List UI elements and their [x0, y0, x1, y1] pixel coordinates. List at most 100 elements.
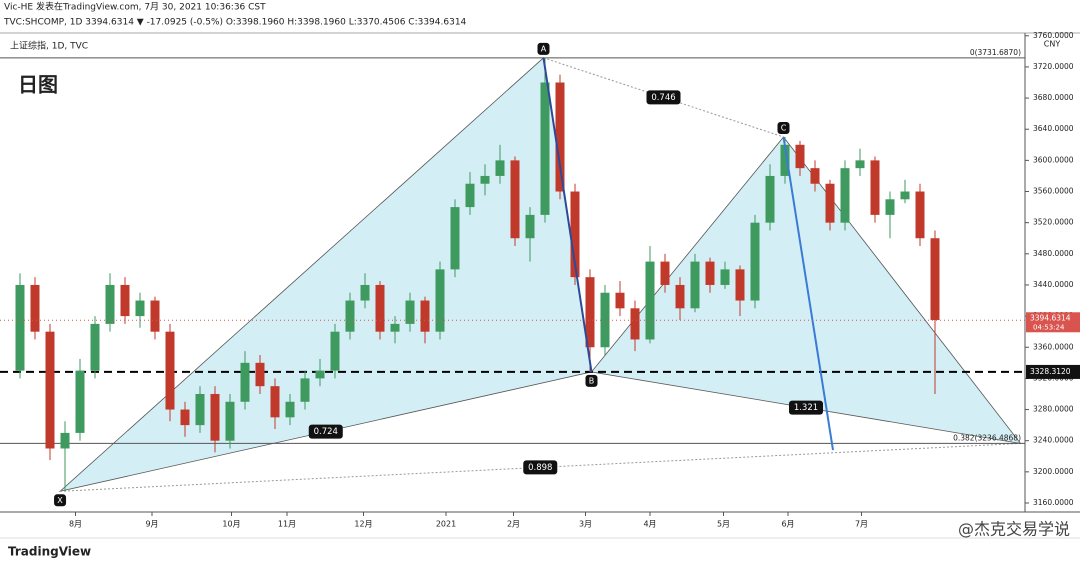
- y-tick-label: 3640.0000: [1033, 124, 1074, 133]
- candle-body: [540, 82, 550, 215]
- ohlc-line: TVC:SHCOMP, 1D 3394.6314 ▼ -17.0925 (-0.…: [3, 18, 467, 28]
- y-tick-label: 3440.0000: [1033, 280, 1074, 289]
- candle-body: [570, 191, 580, 278]
- ratio-badge: [523, 460, 558, 475]
- point-label: X: [57, 496, 63, 505]
- candle-body: [435, 269, 445, 332]
- candle-body: [375, 284, 385, 332]
- candle-body: [345, 300, 355, 332]
- candle-body: [330, 331, 340, 371]
- level-label: 0.382(3236.4868): [953, 433, 1021, 442]
- countdown: 04:53:24: [1033, 323, 1065, 331]
- x-tick-label: 4月: [643, 520, 656, 529]
- ratio-label: 0.724: [314, 427, 338, 437]
- x-tick-label: 12月: [354, 520, 372, 529]
- candle-body: [810, 168, 820, 184]
- candle-body: [105, 284, 115, 324]
- x-tick-label: 3月: [579, 520, 592, 529]
- candle-body: [660, 261, 670, 285]
- candle-body: [480, 175, 490, 184]
- ratio-badge: [788, 400, 823, 415]
- candle-body: [885, 199, 895, 215]
- candle-body: [150, 300, 160, 332]
- x-tick-label: 5月: [717, 520, 730, 529]
- candle-body: [390, 323, 400, 332]
- candle-body: [465, 183, 475, 208]
- point-badge: [54, 494, 67, 507]
- candle-body: [675, 284, 685, 309]
- candle-body: [825, 183, 835, 223]
- y-tick-label: 3560.0000: [1033, 187, 1074, 196]
- ratio-label: 0.746: [651, 93, 675, 103]
- candle-body: [195, 393, 205, 426]
- projection-line: [782, 136, 834, 451]
- x-tick-label: 9月: [145, 520, 158, 529]
- x-tick-label: 10月: [222, 520, 240, 529]
- candle-body: [705, 261, 715, 285]
- point-badge: [777, 122, 790, 135]
- candle-body: [405, 300, 415, 324]
- candle-body: [645, 261, 655, 340]
- x-tick-label: 2月: [507, 520, 520, 529]
- candle-body: [135, 300, 145, 317]
- y-tick-label: 3280.0000: [1033, 405, 1074, 414]
- candle-body: [255, 362, 265, 387]
- y-tick-label: 3760.0000: [1033, 31, 1074, 40]
- candle-body: [585, 277, 595, 348]
- candle-body: [165, 331, 175, 410]
- candle-body: [300, 378, 310, 402]
- candle-body: [90, 323, 100, 371]
- candle-body: [525, 214, 535, 239]
- ratio-badge: [308, 424, 343, 439]
- candle-body: [840, 168, 850, 223]
- candle-body: [795, 144, 805, 169]
- symbol-subtitle: 上证综指, 1D, TVC: [10, 40, 88, 52]
- projection-line: [542, 57, 593, 373]
- candle-body: [765, 175, 775, 223]
- candle-body: [450, 207, 460, 270]
- brand: TradingView: [8, 545, 91, 559]
- candle-body: [735, 269, 745, 301]
- candle-body: [120, 284, 130, 317]
- candle-body: [30, 284, 40, 332]
- point-badge: [585, 374, 598, 387]
- candle-body: [210, 393, 220, 441]
- point-badge: [537, 42, 550, 55]
- publisher: Vic-HE 发表在TradingView.com, 7月 30, 2021 1…: [4, 1, 266, 13]
- y-tick-label: 3600.0000: [1033, 155, 1074, 164]
- y-tick-label: 3520.0000: [1033, 218, 1074, 227]
- point-label: A: [541, 44, 547, 53]
- candle-body: [720, 269, 730, 285]
- candle-body: [495, 160, 505, 176]
- candle-body: [180, 409, 190, 426]
- x-tick-label: 11月: [278, 520, 296, 529]
- last-price-tag: [1026, 312, 1080, 333]
- x-tick-label: 2021: [436, 520, 456, 529]
- candle-body: [240, 362, 250, 402]
- x-tick-label: 7月: [855, 520, 868, 529]
- candle-body: [510, 160, 520, 239]
- candle-body: [900, 191, 910, 200]
- chart-title: 日图: [18, 73, 58, 97]
- candle-body: [630, 308, 640, 340]
- candle-body: [15, 284, 25, 371]
- y-tick-label: 3240.0000: [1033, 436, 1074, 445]
- level-label: 3328.3120: [1030, 367, 1071, 376]
- candle-body: [555, 82, 565, 192]
- candle-body: [420, 300, 430, 332]
- y-tick-label: 3360.0000: [1033, 342, 1074, 351]
- point-label: C: [781, 124, 787, 133]
- y-tick-label: 3720.0000: [1033, 62, 1074, 71]
- ratio-badge: [646, 90, 681, 105]
- candle-body: [75, 370, 85, 433]
- point-label: B: [589, 376, 595, 385]
- candle-body: [930, 238, 940, 320]
- candle-body: [270, 386, 280, 418]
- ratio-label: 1.321: [794, 403, 818, 413]
- y-tick-label: 3160.0000: [1033, 498, 1074, 507]
- candle-body: [750, 222, 760, 301]
- y-tick-label: 3680.0000: [1033, 93, 1074, 102]
- candle-body: [315, 370, 325, 379]
- candle-body: [915, 191, 925, 239]
